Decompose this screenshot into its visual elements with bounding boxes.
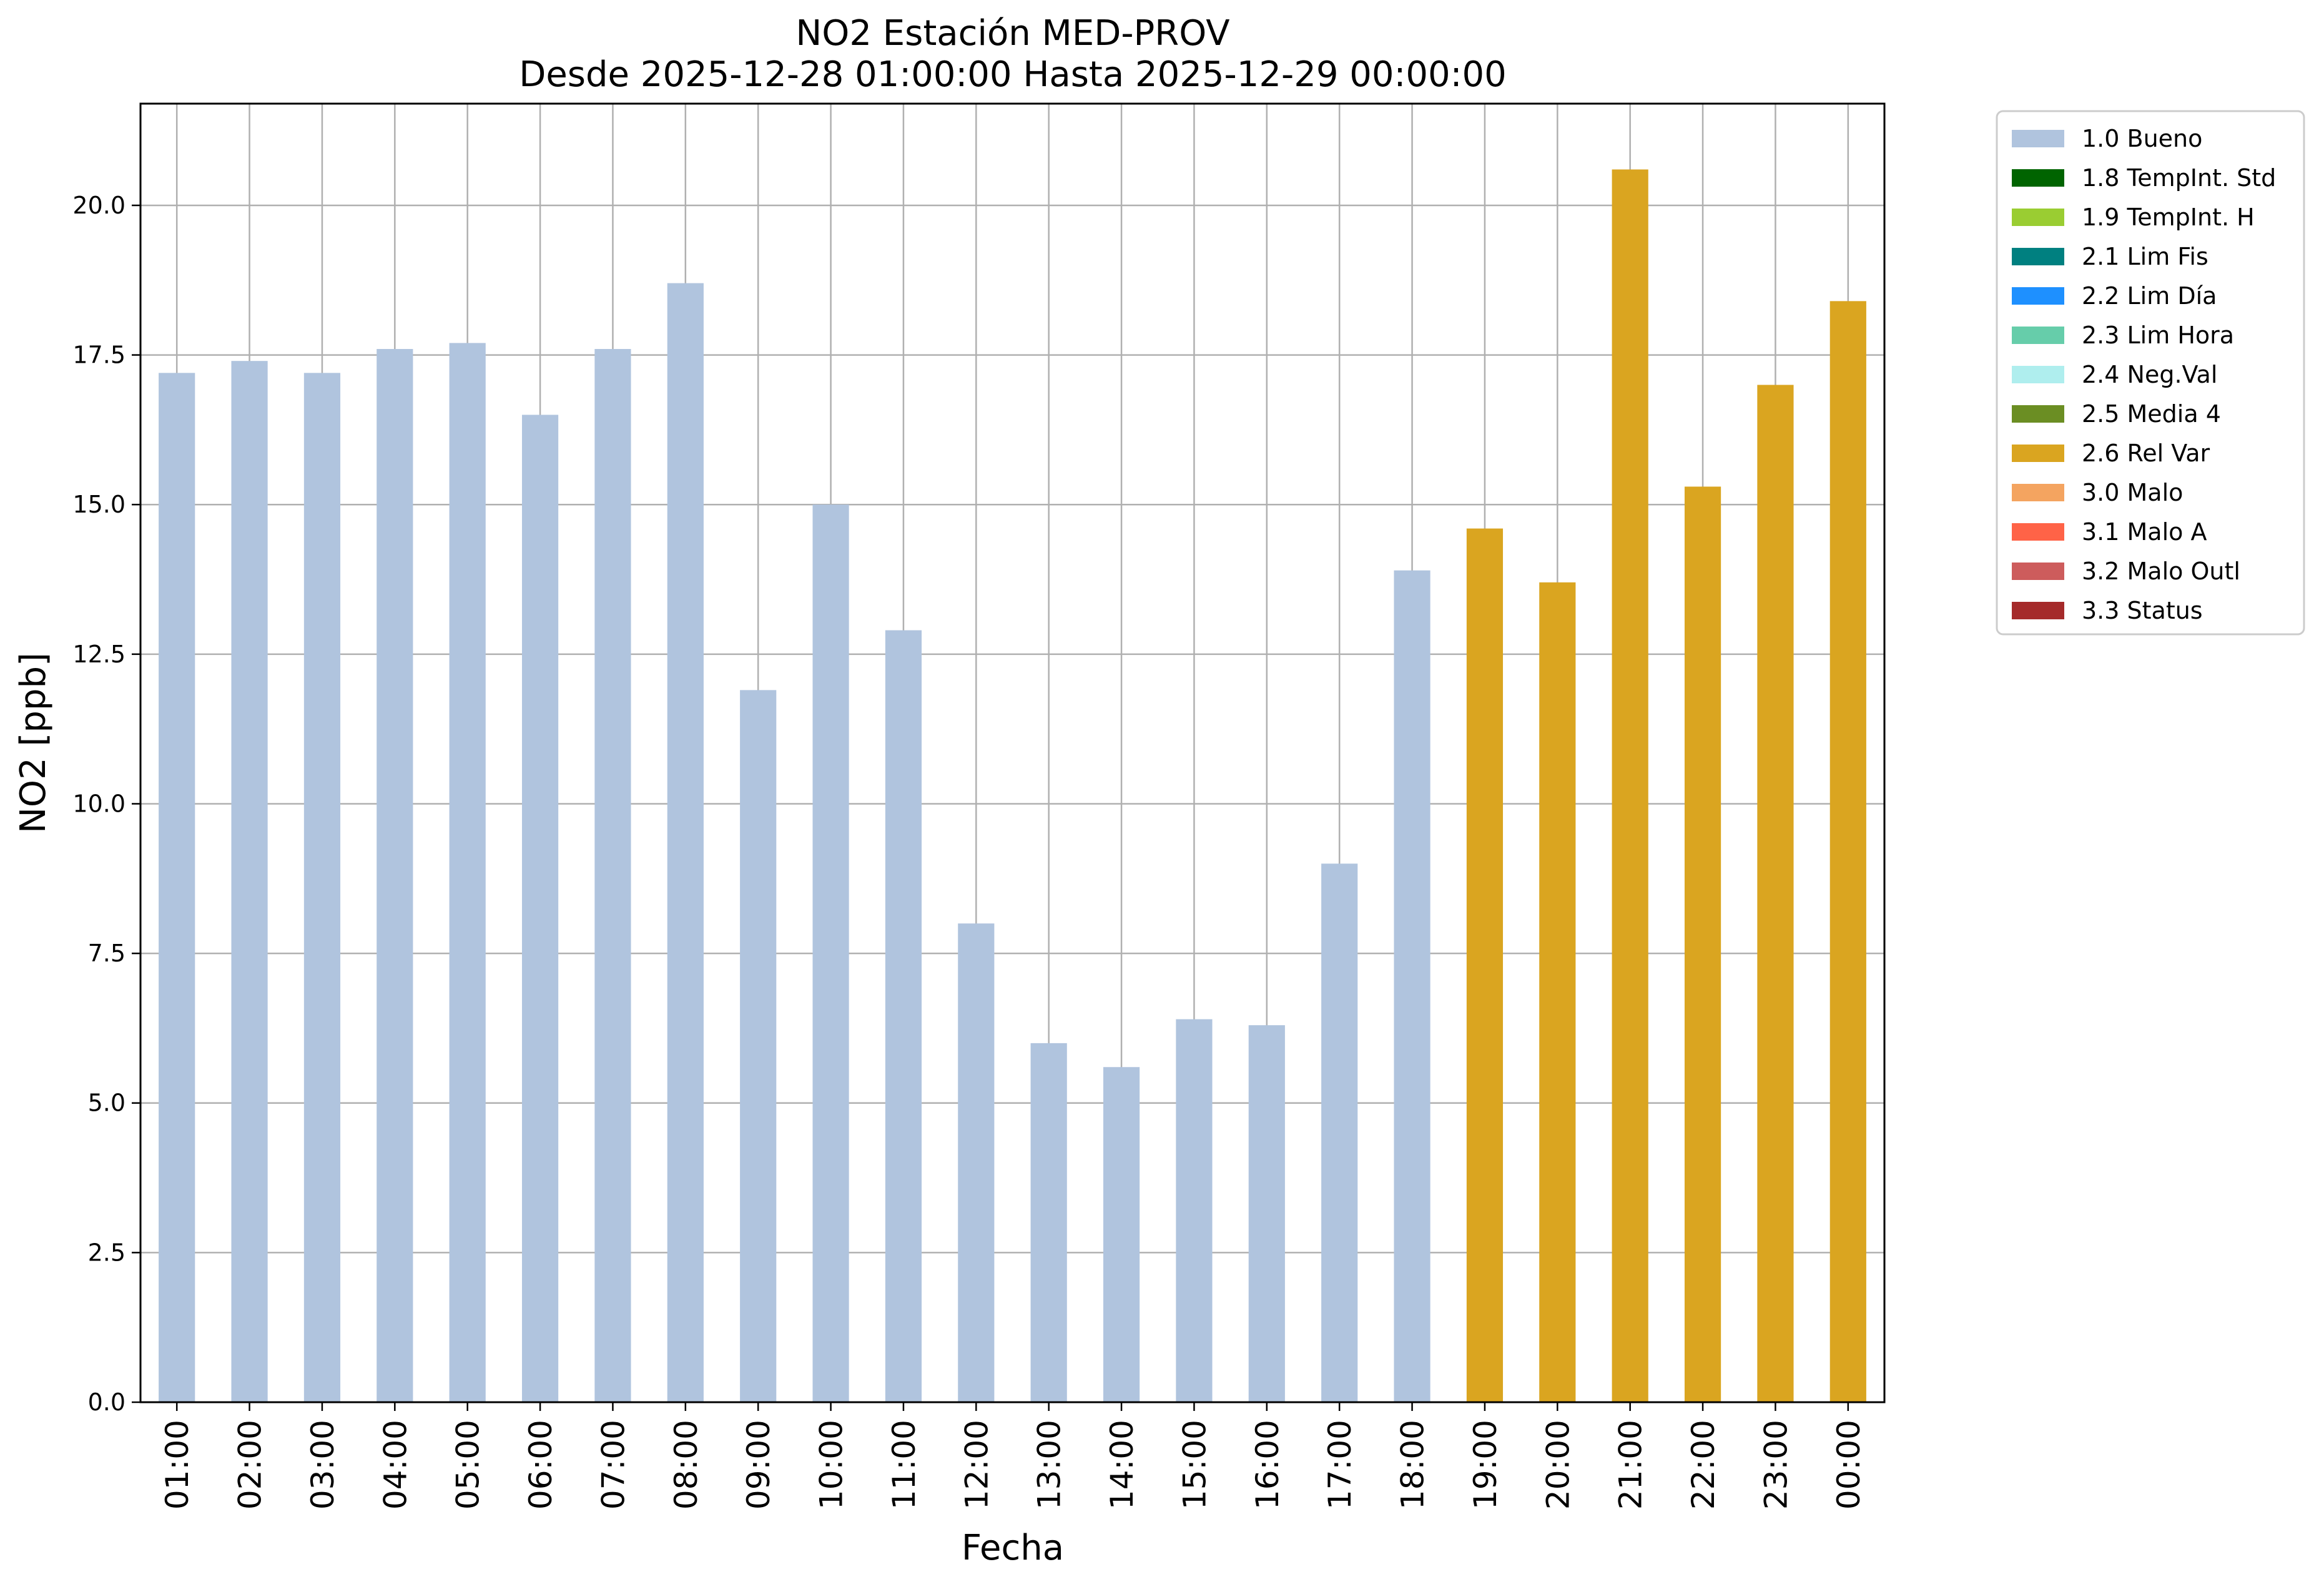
bar: [1248, 1025, 1285, 1402]
plot-frame: [139, 102, 1886, 1403]
legend-label: 2.5 Media 4: [2082, 400, 2221, 428]
bar: [1539, 582, 1576, 1402]
legend-swatch: [2012, 287, 2064, 305]
legend-label: 1.0 Bueno: [2082, 125, 2202, 152]
bar: [231, 361, 268, 1402]
x-tick-label: 03:00: [305, 1420, 341, 1510]
x-tick-label: 01:00: [159, 1420, 195, 1510]
y-tick-label: 10.0: [72, 790, 126, 817]
bar: [1321, 863, 1358, 1402]
legend-swatch: [2012, 248, 2064, 265]
bars: [159, 169, 1866, 1403]
x-tick-label: 19:00: [1467, 1420, 1504, 1510]
legend-swatch: [2012, 130, 2064, 147]
legend-swatch: [2012, 327, 2064, 344]
bar: [521, 415, 559, 1403]
bar: [740, 690, 777, 1402]
legend-label: 2.4 Neg.Val: [2082, 361, 2217, 388]
legend-label: 2.2 Lim Día: [2082, 282, 2217, 310]
bar: [1030, 1043, 1067, 1402]
y-axis-label: NO2 [ppb]: [13, 652, 54, 833]
x-tick-label: 15:00: [1176, 1420, 1213, 1510]
x-tick-label: 14:00: [1104, 1420, 1140, 1510]
legend-swatch: [2012, 523, 2064, 541]
chart-title: NO2 Estación MED-PROV: [795, 13, 1229, 54]
y-tick-label: 5.0: [88, 1089, 126, 1117]
x-tick-label: 11:00: [886, 1420, 922, 1510]
x-tick-label: 18:00: [1395, 1420, 1431, 1510]
bar: [1612, 169, 1648, 1403]
legend-label: 3.0 Malo: [2082, 479, 2183, 506]
bar: [1757, 385, 1794, 1403]
bar: [1829, 301, 1866, 1402]
legend-swatch: [2012, 405, 2064, 423]
bar: [1684, 486, 1721, 1402]
y-tick-label: 7.5: [88, 940, 126, 967]
x-tick-label: 20:00: [1540, 1420, 1576, 1510]
legend-label: 3.3 Status: [2082, 597, 2203, 624]
x-tick-label: 13:00: [1032, 1420, 1068, 1510]
x-tick-label: 04:00: [377, 1420, 413, 1510]
y-axis-ticks: 0.0 2.5 5.0 7.5 10.0 12.5 15.0 17.5 20.0: [72, 192, 140, 1416]
bar: [594, 348, 631, 1402]
x-axis-label: Fecha: [962, 1528, 1064, 1568]
legend-swatch: [2012, 602, 2064, 619]
x-tick-label: 23:00: [1758, 1420, 1794, 1510]
legend: 1.0 Bueno 1.8 TempInt. Std 1.9 TempInt. H 2…: [1996, 110, 2305, 636]
bar: [958, 923, 995, 1402]
x-tick-label: 02:00: [232, 1420, 268, 1510]
x-tick-label: 09:00: [741, 1420, 777, 1510]
x-tick-label: 07:00: [595, 1420, 631, 1510]
x-tick-label: 17:00: [1322, 1420, 1358, 1510]
bar: [449, 343, 486, 1402]
bar: [885, 630, 922, 1402]
x-tick-label: 06:00: [523, 1420, 559, 1510]
x-tick-label: 00:00: [1831, 1420, 1867, 1510]
x-tick-label: 05:00: [450, 1420, 486, 1510]
bar: [812, 504, 849, 1403]
x-tick-label: 08:00: [668, 1420, 704, 1510]
y-tick-label: 15.0: [72, 491, 126, 518]
legend-label: 1.9 TempInt. H: [2082, 204, 2255, 231]
legend-swatch: [2012, 563, 2064, 580]
legend-label: 3.2 Malo Outl: [2082, 558, 2240, 585]
x-tick-label: 22:00: [1685, 1420, 1721, 1510]
y-tick-label: 12.5: [72, 641, 126, 668]
bar: [1466, 528, 1504, 1402]
y-tick-label: 2.5: [88, 1239, 126, 1266]
legend-swatch: [2012, 484, 2064, 501]
bar: [377, 348, 413, 1402]
y-tick-label: 0.0: [88, 1388, 126, 1416]
y-tick-label: 20.0: [72, 192, 126, 219]
x-tick-label: 12:00: [958, 1420, 995, 1510]
legend-label: 2.3 Lim Hora: [2082, 322, 2234, 349]
legend-label: 2.1 Lim Fis: [2082, 243, 2208, 270]
legend-label: 3.1 Malo A: [2082, 518, 2207, 546]
bar: [159, 373, 195, 1402]
bar: [667, 283, 704, 1402]
x-tick-label: 10:00: [814, 1420, 850, 1510]
x-tick-label: 21:00: [1613, 1420, 1649, 1510]
y-tick-label: 17.5: [72, 341, 126, 369]
legend-swatch: [2012, 169, 2064, 187]
legend-label: 1.8 TempInt. Std: [2082, 164, 2276, 192]
legend-box: [1996, 110, 2305, 636]
legend-swatch: [2012, 366, 2064, 383]
legend-swatch: [2012, 445, 2064, 462]
x-tick-label: 16:00: [1249, 1420, 1286, 1510]
legend-label: 2.6 Rel Var: [2082, 440, 2210, 467]
x-axis-ticks: 01:00 02:00 03:00 04:00 05:00 06:00 07:00 08:00…: [159, 1402, 1867, 1510]
bar: [1103, 1067, 1140, 1402]
legend-swatch: [2012, 209, 2064, 226]
bar: [1176, 1019, 1213, 1402]
bar: [303, 373, 341, 1402]
chart-subtitle: Desde 2025-12-28 01:00:00 Hasta 2025-12-…: [519, 54, 1507, 95]
bar: [1394, 570, 1430, 1402]
